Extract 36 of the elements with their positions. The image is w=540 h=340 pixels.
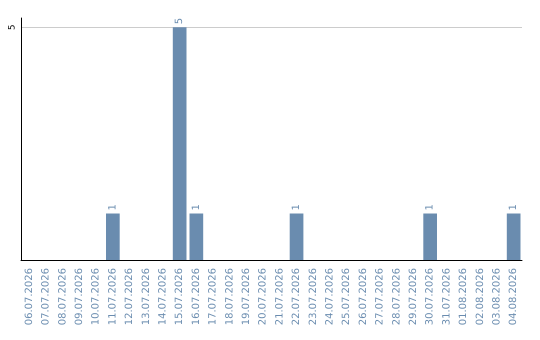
x-tick-label: 12.07.2026 bbox=[124, 268, 136, 326]
x-tick-label: 31.07.2026 bbox=[441, 268, 452, 326]
x-tick-label: 28.07.2026 bbox=[391, 268, 402, 326]
x-tick-label: 10.07.2026 bbox=[90, 268, 102, 326]
data-label: 1 bbox=[424, 204, 436, 210]
x-tick-label: 22.07.2026 bbox=[291, 268, 302, 326]
x-tick-label: 08.07.2026 bbox=[57, 268, 68, 326]
data-label: 1 bbox=[107, 204, 118, 210]
x-tick-label: 03.08.2026 bbox=[491, 268, 502, 326]
data-label: 5 bbox=[174, 18, 186, 24]
x-tick-label: 11.07.2026 bbox=[107, 268, 118, 326]
x-tick-label: 20.07.2026 bbox=[258, 268, 269, 326]
x-tick-label: 04.08.2026 bbox=[508, 268, 520, 326]
x-tick-label: 02.08.2026 bbox=[474, 268, 486, 326]
data-label: 1 bbox=[291, 204, 302, 210]
x-tick-label: 27.07.2026 bbox=[374, 268, 386, 326]
x-tick-label: 17.07.2026 bbox=[208, 268, 219, 326]
x-tick-label: 26.07.2026 bbox=[358, 268, 369, 326]
data-label: 1 bbox=[508, 204, 520, 210]
x-tick-label: 15.07.2026 bbox=[174, 268, 186, 326]
x-tick-label: 23.07.2026 bbox=[308, 268, 319, 326]
x-tick-label: 25.07.2026 bbox=[341, 268, 352, 326]
x-tick-label: 29.07.2026 bbox=[408, 268, 419, 326]
data-label: 1 bbox=[190, 204, 202, 210]
x-tick-label: 16.07.2026 bbox=[190, 268, 202, 326]
x-tick-label: 07.07.2026 bbox=[40, 268, 52, 326]
x-tick-label: 24.07.2026 bbox=[324, 268, 336, 326]
x-tick-label: 14.07.2026 bbox=[157, 268, 168, 326]
x-tick-label: 18.07.2026 bbox=[224, 268, 236, 326]
x-tick-label: 13.07.2026 bbox=[140, 268, 152, 326]
x-tick-label: 01.08.2026 bbox=[458, 268, 470, 326]
x-tick-label: 21.07.2026 bbox=[274, 268, 286, 326]
x-tick-label: 19.07.2026 bbox=[240, 268, 252, 326]
x-tick-label: 06.07.2026 bbox=[24, 268, 35, 326]
x-tick-label: 09.07.2026 bbox=[74, 268, 85, 326]
x-tick-label: 30.07.2026 bbox=[424, 268, 436, 326]
